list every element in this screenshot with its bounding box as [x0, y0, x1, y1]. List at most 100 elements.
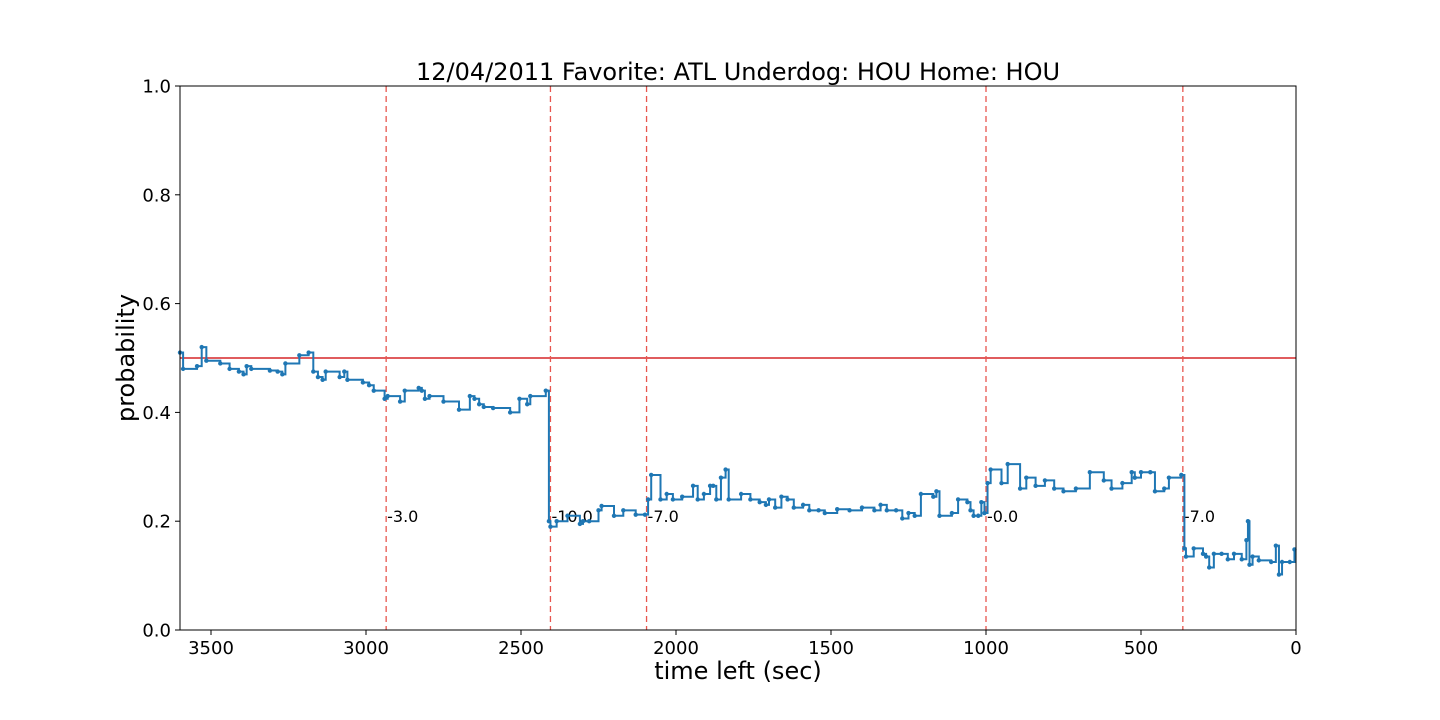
probability-point [670, 497, 676, 502]
probability-point [422, 396, 428, 401]
probability-point [275, 369, 280, 374]
probability-point [1152, 489, 1158, 494]
probability-point [931, 494, 936, 499]
probability-point [320, 377, 325, 382]
probability-point [1207, 565, 1212, 570]
probability-point [1101, 478, 1107, 483]
plot-frame [179, 85, 1297, 631]
probability-point [283, 361, 288, 366]
probability-point [999, 480, 1004, 486]
probability-point [982, 510, 987, 516]
x-tick-label: 3500 [188, 638, 234, 659]
probability-point [1061, 489, 1066, 494]
probability-point [1203, 554, 1209, 559]
y-axis: 0.0 0.2 0.4 0.6 0.8 1.0 [142, 77, 180, 642]
probability-point [1200, 551, 1206, 557]
x-axis-label: time left (sec) [654, 657, 822, 685]
x-tick-label: 2500 [498, 638, 544, 659]
probability-point [649, 472, 654, 478]
probability-point [1166, 475, 1172, 480]
probability-point [241, 372, 246, 377]
probability-point [1225, 557, 1231, 562]
probability-point [565, 513, 570, 518]
probability-point [658, 497, 663, 502]
probability-point [822, 510, 827, 516]
probability-point [642, 512, 648, 517]
probability-point [906, 510, 911, 516]
probability-point [596, 508, 601, 513]
probability-point [816, 508, 821, 513]
probability-point [1179, 472, 1184, 478]
probability-point [249, 366, 254, 372]
probability-point [419, 388, 424, 393]
probability-point [199, 344, 204, 350]
probability-point [785, 497, 790, 502]
probability-point [402, 388, 407, 393]
probability-point [397, 399, 403, 404]
y-tick-label: 0.8 [142, 185, 171, 206]
probability-point [1017, 486, 1023, 491]
probability-point [645, 497, 651, 502]
probability-point [366, 383, 372, 388]
score-event-label: -0.0 [987, 507, 1018, 526]
probability-point [587, 519, 592, 524]
probability-point [900, 516, 905, 521]
probability-point [835, 507, 840, 512]
probability-point [580, 519, 586, 524]
probability-point [859, 505, 865, 510]
probability-point [548, 524, 553, 529]
probability-point [985, 480, 990, 486]
plot-area: -3.0 -10.0 -7.0 -0.0 -7.0 [177, 86, 1297, 630]
probability-point [726, 497, 731, 502]
probability-point [306, 350, 311, 355]
probability-point [244, 363, 249, 369]
probability-point [385, 393, 390, 399]
probability-point [1087, 470, 1093, 475]
probability-point [1033, 483, 1038, 489]
probability-point [1287, 559, 1293, 565]
probability-point [204, 358, 209, 363]
probability-point [918, 491, 924, 497]
probability-point [711, 483, 716, 489]
probability-point [297, 353, 302, 358]
probability-point [371, 388, 376, 393]
probability-point [893, 508, 899, 513]
y-tick-label: 0.0 [142, 621, 171, 642]
probability-point [1132, 475, 1138, 480]
probability-point [718, 475, 724, 480]
probability-point [543, 388, 548, 393]
probability-point [1042, 478, 1048, 483]
probability-point [766, 497, 772, 502]
probability-point [621, 508, 626, 513]
probability-point [1148, 470, 1153, 475]
probability-point [416, 385, 421, 391]
probability-point [323, 369, 328, 374]
probability-point [476, 402, 482, 407]
probability-point [714, 497, 719, 502]
probability-point [525, 402, 530, 407]
probability-point [337, 374, 342, 380]
probability-point [680, 494, 685, 499]
probability-point [757, 499, 762, 505]
probability-point [934, 489, 939, 494]
probability-point [1244, 538, 1249, 543]
probability-point [971, 513, 976, 518]
probability-point [236, 369, 242, 374]
probability-point [345, 377, 350, 382]
probability-point [1219, 551, 1224, 557]
probability-point [701, 491, 707, 497]
probability-point [968, 508, 973, 513]
probability-point [949, 510, 955, 516]
probability-point [427, 393, 432, 399]
probability-point [763, 502, 769, 508]
probability-point [738, 491, 744, 497]
y-tick-label: 0.2 [142, 512, 171, 533]
probability-point [633, 512, 638, 517]
probability-point [1073, 486, 1079, 491]
probability-point [748, 497, 753, 502]
probability-point [937, 513, 942, 518]
probability-point [1052, 486, 1057, 491]
probability-point [884, 508, 889, 513]
probability-point [1269, 559, 1274, 565]
